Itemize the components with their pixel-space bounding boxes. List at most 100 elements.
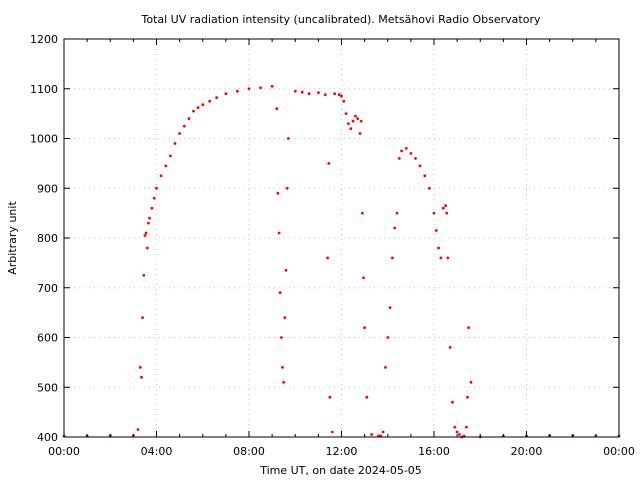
- data-point: [173, 142, 177, 145]
- data-point: [140, 375, 143, 379]
- data-point: [169, 154, 172, 158]
- y-tick-label: 800: [37, 232, 58, 245]
- data-point: [360, 211, 364, 215]
- data-point: [453, 425, 457, 429]
- data-point: [236, 89, 239, 93]
- data-point: [141, 316, 145, 319]
- x-tick-label: 20:00: [511, 445, 543, 458]
- x-axis-ticks: 00:00 04:00 08:00 12:00 16:00 20:00 00:00: [48, 39, 635, 458]
- data-point: [362, 276, 365, 280]
- x-tick-label: 08:00: [233, 445, 265, 458]
- data-point: [428, 186, 431, 190]
- data-point: [365, 395, 369, 399]
- data-point: [285, 186, 289, 190]
- data-point: [439, 256, 443, 260]
- data-point: [409, 152, 413, 155]
- data-point: [414, 157, 417, 160]
- data-point: [142, 273, 146, 277]
- data-point: [164, 164, 168, 168]
- data-point: [445, 211, 449, 215]
- data-point: [215, 96, 219, 100]
- y-tick-label: 700: [37, 282, 58, 295]
- data-point: [384, 366, 387, 369]
- data-point: [143, 234, 147, 237]
- data-point: [391, 256, 394, 260]
- data-point: [155, 186, 158, 190]
- data-point: [159, 174, 163, 178]
- data-point: [434, 229, 438, 232]
- data-point: [278, 291, 282, 295]
- data-point: [432, 211, 436, 215]
- y-tick-label: 900: [37, 182, 58, 195]
- data-point: [363, 326, 366, 329]
- data-point: [277, 231, 281, 235]
- data-point: [224, 92, 228, 96]
- x-tick-label: 00:00: [603, 445, 635, 458]
- data-point: [259, 86, 262, 90]
- data-point: [328, 395, 332, 399]
- x-tick-label: 12:00: [326, 445, 358, 458]
- data-point: [418, 164, 422, 168]
- data-point: [317, 91, 320, 95]
- data-point: [182, 124, 186, 128]
- y-tick-label: 400: [37, 431, 58, 444]
- data-point: [333, 92, 336, 96]
- data-point: [270, 84, 274, 88]
- data-point: [354, 114, 357, 118]
- data-point: [388, 306, 392, 309]
- data-point: [284, 268, 288, 272]
- data-point: [437, 246, 440, 250]
- y-axis-label: Arbitrary unit: [6, 201, 19, 275]
- data-point: [281, 366, 284, 369]
- data-point: [192, 109, 195, 113]
- data-point: [342, 99, 346, 103]
- data-point: [144, 231, 148, 235]
- data-point: [397, 157, 401, 160]
- x-tick-label: 16:00: [418, 445, 450, 458]
- data-point: [330, 430, 334, 434]
- data-point: [286, 137, 290, 140]
- x-tick-label: 00:00: [48, 445, 80, 458]
- y-tick-label: 500: [37, 381, 58, 394]
- data-point: [300, 90, 304, 94]
- data-point: [280, 336, 283, 339]
- data-point: [145, 246, 149, 250]
- x-tick-label: 04:00: [141, 445, 173, 458]
- data-point: [275, 107, 279, 111]
- data-point: [466, 395, 469, 399]
- data-point: [293, 89, 297, 93]
- data-point: [458, 433, 461, 436]
- data-point: [337, 93, 341, 97]
- data-point: [283, 316, 287, 319]
- data-point: [344, 112, 348, 115]
- data-point: [138, 366, 142, 369]
- grid-lines: [64, 39, 619, 437]
- data-point: [307, 92, 311, 96]
- data-point: [358, 132, 362, 135]
- data-point: [196, 106, 200, 110]
- data-point: [327, 162, 331, 165]
- data-point: [393, 226, 397, 230]
- plot-frame: [63, 38, 620, 438]
- data-point: [448, 346, 452, 349]
- data-point: [451, 400, 454, 404]
- data-point: [247, 87, 251, 91]
- data-point: [347, 122, 350, 125]
- data-point: [187, 117, 191, 120]
- data-point: [326, 256, 329, 260]
- data-point: [395, 211, 399, 215]
- data-point: [356, 117, 360, 120]
- y-tick-label: 600: [37, 332, 58, 345]
- data-point: [282, 380, 286, 384]
- data-point: [404, 147, 408, 150]
- y-axis-ticks: 400 500 600 700 800 900 1000 1100 1200: [30, 33, 619, 444]
- data-point: [446, 256, 450, 260]
- data-point: [276, 191, 280, 195]
- data-point: [400, 149, 403, 153]
- data-point: [469, 380, 473, 384]
- data-point: [152, 196, 156, 200]
- y-tick-label: 1000: [30, 133, 58, 146]
- data-point: [455, 430, 459, 434]
- y-tick-label: 1200: [30, 33, 58, 46]
